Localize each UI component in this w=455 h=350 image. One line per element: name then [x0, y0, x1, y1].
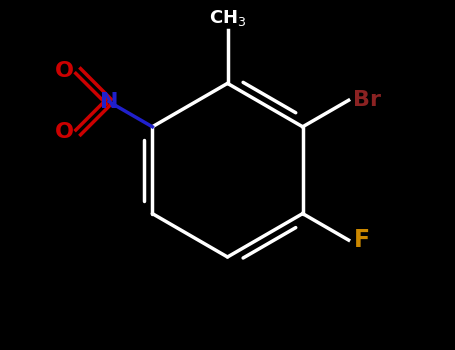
Text: N: N: [100, 92, 118, 112]
Text: O: O: [55, 122, 73, 142]
Text: O: O: [55, 61, 73, 81]
Text: CH$_3$: CH$_3$: [209, 8, 246, 28]
Text: F: F: [354, 228, 369, 252]
Text: Br: Br: [354, 90, 381, 110]
